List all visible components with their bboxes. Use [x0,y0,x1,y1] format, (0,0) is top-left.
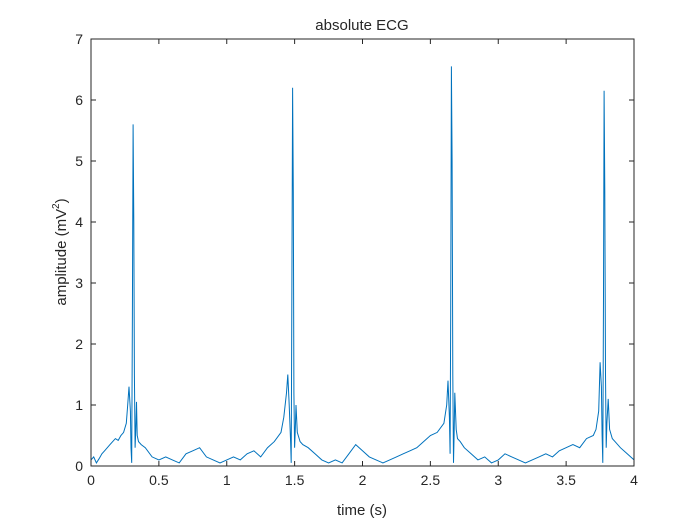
y-axis-label-base: amplitude (mV [53,209,70,306]
x-axis-label: time (s) [337,502,387,519]
y-tick-label: 3 [75,275,83,291]
y-tick-label: 1 [75,397,83,413]
x-tick-label: 4 [630,472,638,488]
x-tick-label: 3 [494,472,502,488]
plot-frame [90,38,635,467]
y-tick-label: 7 [75,31,83,47]
y-tick-label: 4 [75,214,83,230]
x-tick-label: 2 [359,472,367,488]
x-tick-label: 1.5 [285,472,305,488]
y-tick-label: 5 [75,153,83,169]
plot-area [91,39,634,466]
chart-title: absolute ECG [315,17,408,34]
x-tick-label: 0 [87,472,95,488]
series-group [90,66,635,464]
y-tick-label: 0 [75,458,83,474]
x-tick-label: 0.5 [149,472,169,488]
tick-group: 0 0.5 1 1.5 2 2.5 3 3.5 4 0 1 2 3 4 5 6 7 [75,31,638,488]
x-tick-label: 2.5 [421,472,441,488]
x-tick-label: 3.5 [556,472,576,488]
y-tick-label: 2 [75,336,83,352]
x-tick-label: 1 [223,472,231,488]
y-tick-label: 6 [75,92,83,108]
y-axis-label-close: ) [53,198,70,203]
ecg-series-line [90,66,635,464]
y-axis-label-superscript: 2 [51,203,62,209]
y-axis-label: amplitude (mV2) [51,198,70,305]
